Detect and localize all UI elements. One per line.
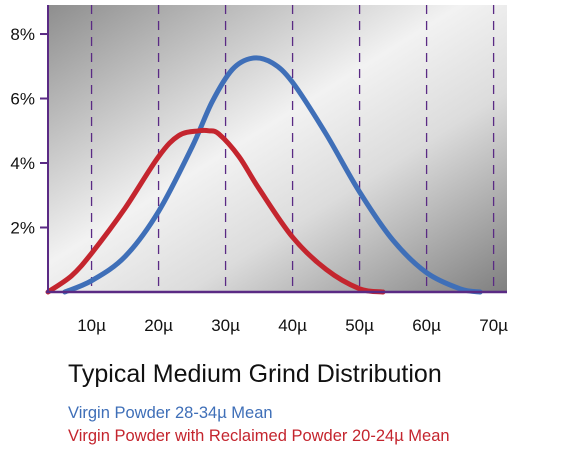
y-tick-label-8: 8% (10, 25, 35, 44)
x-tick-label-10: 10µ (77, 316, 106, 335)
legend-entry-virgin-powder: Virgin Powder 28-34µ Mean (68, 404, 273, 422)
chart-title: Typical Medium Grind Distribution (68, 360, 442, 388)
legend-entry-reclaimed-powder: Virgin Powder with Reclaimed Powder 20-2… (68, 427, 450, 445)
x-tick-label-50: 50µ (345, 316, 374, 335)
y-tick-label-2: 2% (10, 219, 35, 238)
series-line-virgin-powder (62, 55, 483, 295)
x-tick-label-70: 70µ (479, 316, 508, 335)
series-line-reclaimed-powder (45, 127, 386, 295)
y-tick-labels: 2% 4% 6% 8% (10, 25, 48, 238)
x-tick-label-30: 30µ (211, 316, 240, 335)
chart: 2% 4% 6% 8% 10µ 20µ 30µ 40µ 50µ 60µ 70µ (10, 5, 508, 335)
x-tick-label-20: 20µ (144, 316, 173, 335)
series-group (45, 55, 483, 295)
x-tick-labels: 10µ 20µ 30µ 40µ 50µ 60µ 70µ (77, 316, 508, 335)
y-tick-label-6: 6% (10, 90, 35, 109)
y-tick-label-4: 4% (10, 154, 35, 173)
x-tick-label-60: 60µ (412, 316, 441, 335)
plot-background (48, 5, 507, 292)
x-tick-label-40: 40µ (278, 316, 307, 335)
